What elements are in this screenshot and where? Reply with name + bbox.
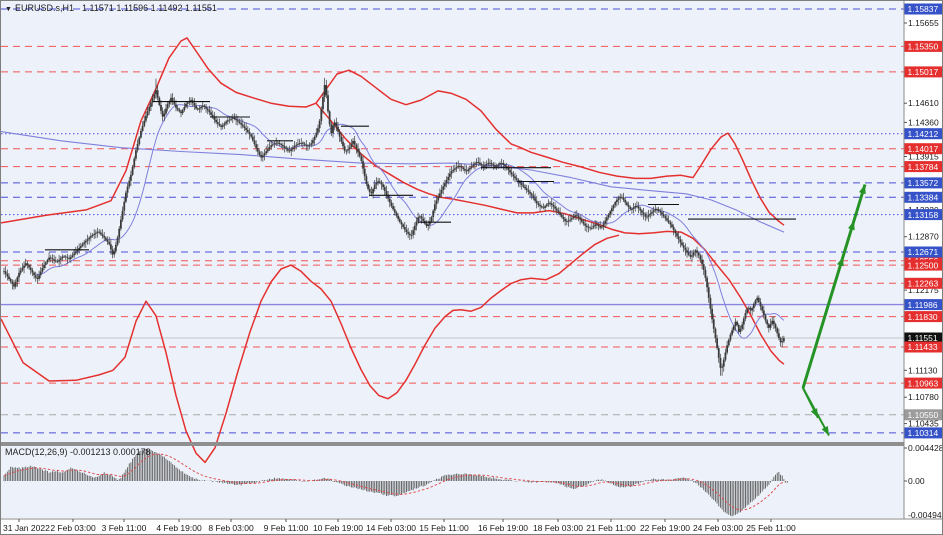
price-label-box [904,341,942,353]
axis-label: 1.10550 [908,410,939,420]
price-label-box [904,377,942,389]
price-label-box [904,332,942,344]
axis-label: 1.10963 [908,378,939,388]
axis-label: 1.14212 [908,129,939,139]
arrowhead-icon [859,184,866,195]
price-label-box [904,409,942,421]
symbol-ohlc-label: ▼ EURUSD.s,H1 1.11571 1.11596 1.11492 1.11… [5,3,217,13]
arrowhead-icon [848,220,855,231]
axis-label: 1.14610 [908,98,939,108]
time-axis-label: 3 Feb 11:00 [102,523,147,533]
price-label-box [904,259,942,271]
axis-label: 1.13158 [908,210,939,220]
axis-label: 1.11986 [908,300,938,310]
time-axis-label: 18 Feb 03:00 [533,523,583,533]
axis-label: 1.15655 [908,18,939,28]
price-label-box [904,143,942,155]
price-label-box [904,40,942,52]
time-axis-label: 10 Feb 19:00 [313,523,363,533]
time-axis-label: 16 Feb 19:00 [478,523,528,533]
time-axis-label: 4 Feb 19:00 [156,523,202,533]
trend-arrow[interactable] [802,387,830,436]
axis-label: 1.13784 [908,162,939,172]
time-axis-label: 31 Jan 2022 [3,523,50,533]
price-label-box [904,66,942,78]
price-label-box [904,299,942,311]
trend-arrow[interactable] [802,256,844,389]
axis-label: 1.11130 [908,365,938,375]
axis-label: 1.10314 [908,428,939,438]
time-axis-label: 14 Feb 03:00 [366,523,416,533]
axis-label: 1.15350 [908,42,939,52]
axis-label: 1.13915 [908,152,939,162]
trend-arrow-annotations[interactable] [801,184,867,436]
axis-label: 1.10780 [908,392,939,402]
price-label-box [904,311,942,323]
upper-band-line [1,37,785,226]
price-label-box [904,191,942,203]
time-axis-label: 22 Feb 19:00 [640,523,690,533]
arrowhead-icon [821,426,829,436]
time-axis-label: 15 Feb 11:00 [419,523,469,533]
price-label-box [904,177,942,189]
axis-label: 1.12263 [908,279,939,289]
axis-label: 1.13572 [908,178,939,188]
price-label-box [904,3,942,15]
axis-label: 1.15837 [908,4,939,14]
symbol-name: EURUSD.s,H1 [14,3,74,13]
time-axis-label: 9 Feb 11:00 [264,523,309,533]
price-label-box [904,246,942,258]
axis-label: 1.14017 [908,144,939,154]
drawn-trendline-segments[interactable] [45,101,796,251]
time-axis-label: 25 Feb 11:00 [746,523,796,533]
right-price-axis[interactable]: 1.156551.146101.143601.139151.132201.128… [904,3,943,521]
axis-label: 0.004428 [908,443,943,453]
axis-label: 0.00 [908,476,925,486]
axis-label: -0.00494 [908,510,942,520]
price-label-box [904,209,942,221]
axis-label: 1.13384 [908,193,939,203]
chart-dropdown-icon: ▼ [5,6,12,13]
macd-indicator-label: MACD(12,26,9) -0.001213 0.000178 [5,447,151,457]
axis-label: 1.15017 [908,67,939,77]
bottom-time-axis[interactable]: 31 Jan 2022 2 Feb 03:00 3 Feb 11:00 4 Feb 1… [3,519,796,533]
price-label-box [904,277,942,289]
axis-label: 1.12671 [908,247,939,257]
axis-label: 1.11433 [908,342,938,352]
price-label-box [904,161,942,173]
axis-label: 1.12175 [908,285,939,295]
price-label-box [904,128,942,140]
horizontal-level-lines[interactable] [1,8,904,434]
time-axis-label: 2 Feb 03:00 [50,523,96,533]
lower-band-line [1,234,620,464]
time-axis-label: 8 Feb 03:00 [208,523,254,533]
axis-label: 1.11551 [908,333,938,343]
candlestick-series[interactable] [3,77,785,376]
macd-histogram[interactable] [3,448,788,517]
time-axis-label: 21 Feb 11:00 [586,523,636,533]
price-label-box [904,427,942,439]
axis-label: 1.10435 [908,419,939,429]
arrowhead-icon [837,256,844,267]
axis-label: 1.12870 [908,232,939,242]
axis-label: 1.12500 [908,260,939,270]
ohlc-values: 1.11571 1.11596 1.11492 1.11551 [81,3,217,13]
axis-label: 1.11830 [908,312,938,322]
axis-label: 1.14360 [908,117,939,127]
time-axis-label: 24 Feb 03:00 [693,523,743,533]
panel-separator[interactable] [1,1,943,520]
